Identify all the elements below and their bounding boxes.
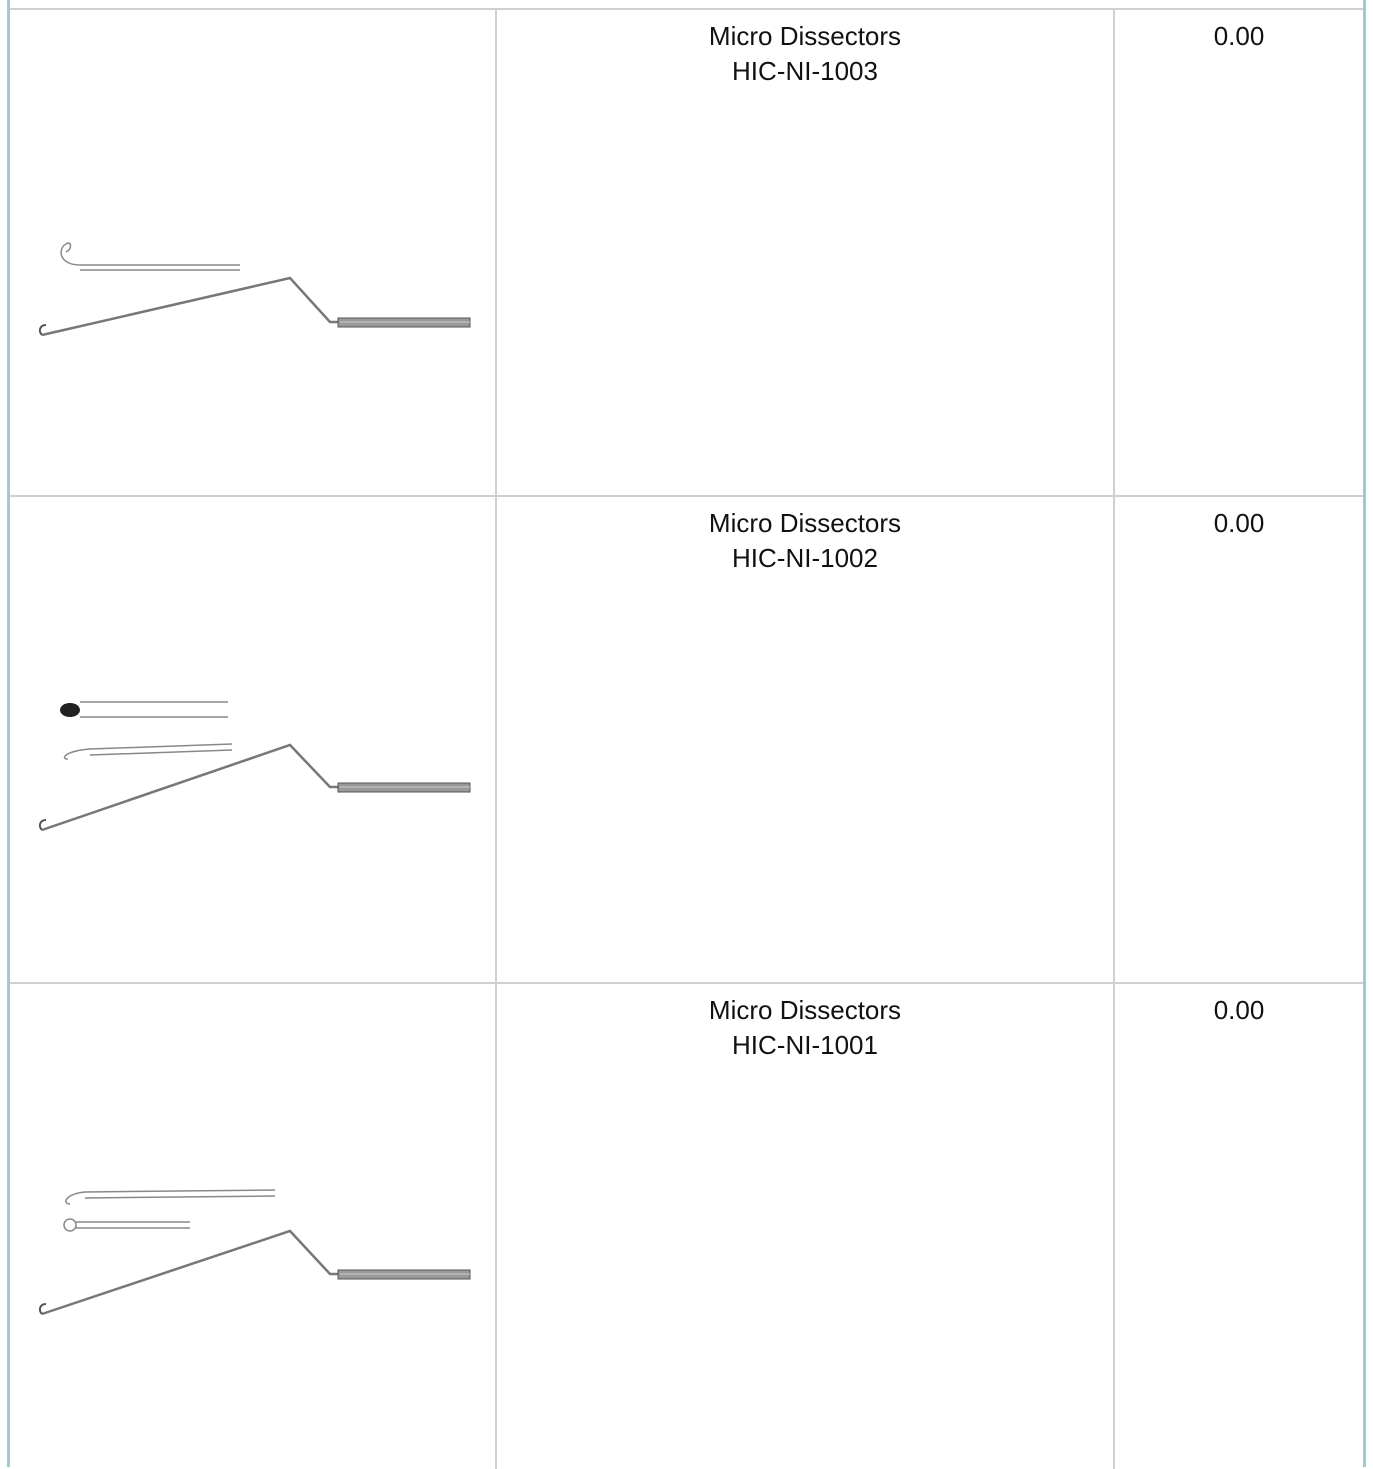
- product-code: HIC-NI-1002: [732, 543, 878, 573]
- product-name: Micro Dissectors: [708, 21, 902, 51]
- product-image: [10, 497, 497, 982]
- instrument-drawing: [38, 701, 471, 832]
- instrument-drawing: [38, 1189, 471, 1316]
- product-row: Micro Dissectors HIC-NI-1001 0.00: [10, 982, 1363, 1469]
- product-row: Micro Dissectors HIC-NI-1003 0.00: [10, 8, 1363, 495]
- product-row: Micro Dissectors HIC-NI-1002 0.00: [10, 495, 1363, 982]
- product-name-cell: Micro Dissectors HIC-NI-1003: [497, 10, 1115, 495]
- right-border: [1363, 0, 1366, 1467]
- product-name: Micro Dissectors: [708, 508, 902, 538]
- product-code: HIC-NI-1003: [732, 56, 878, 86]
- product-image: [10, 984, 497, 1469]
- product-price: 0.00: [1213, 508, 1265, 538]
- product-name-cell: Micro Dissectors HIC-NI-1002: [497, 497, 1115, 982]
- product-price: 0.00: [1213, 21, 1265, 51]
- product-image: [10, 10, 497, 495]
- product-code: HIC-NI-1001: [732, 1030, 878, 1060]
- instrument-drawing: [38, 242, 471, 337]
- left-border: [7, 0, 10, 1467]
- product-price: 0.00: [1213, 995, 1265, 1025]
- product-name: Micro Dissectors: [708, 995, 902, 1025]
- product-name-cell: Micro Dissectors HIC-NI-1001: [497, 984, 1115, 1469]
